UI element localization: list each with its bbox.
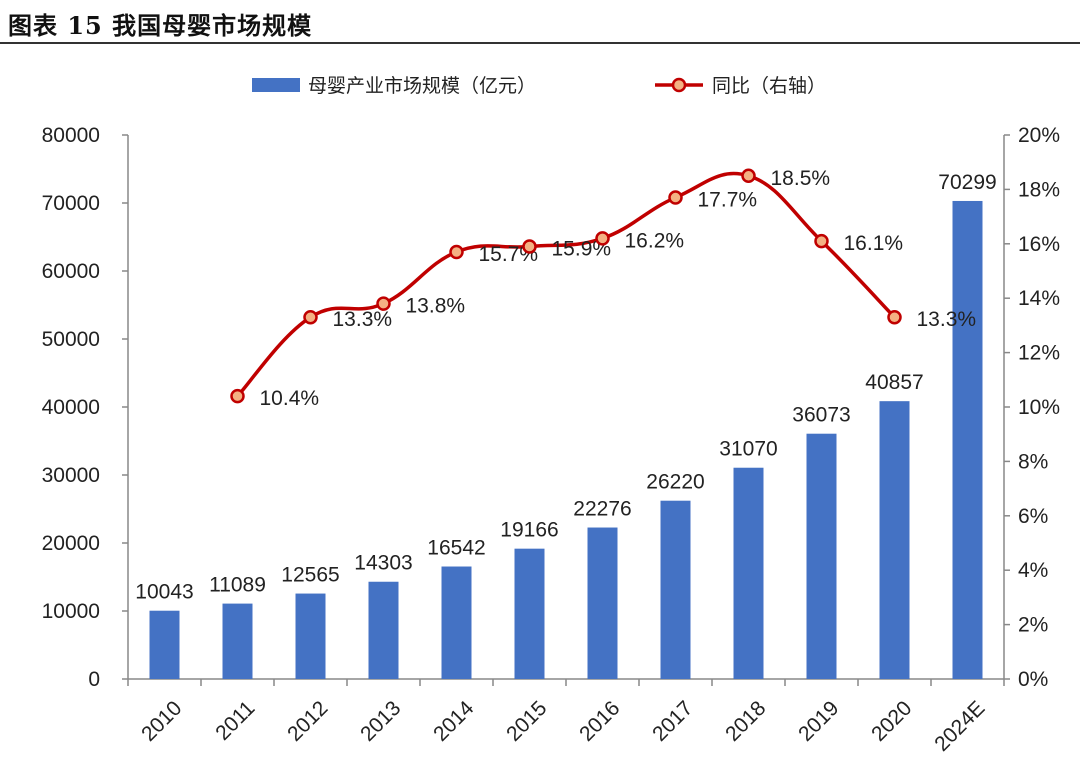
- x-tick-label: 2013: [356, 697, 405, 746]
- bar-value-label: 40857: [865, 371, 923, 394]
- legend-bar-label: 母婴产业市场规模（亿元）: [308, 75, 536, 97]
- yoy-value-label: 10.4%: [260, 387, 320, 410]
- bar-value-label: 12565: [281, 564, 339, 587]
- y-left-tick-label: 0: [88, 668, 100, 691]
- x-tick-label: 2018: [721, 697, 770, 746]
- y-left-tick-label: 70000: [42, 192, 100, 215]
- yoy-marker-2018: [741, 168, 756, 184]
- bar-2017: [660, 500, 691, 679]
- x-tick-label: 2017: [648, 697, 697, 746]
- y-left-tick-label: 40000: [42, 396, 100, 419]
- yoy-marker-2016: [595, 231, 610, 246]
- y-right-tick-label: 6%: [1018, 505, 1048, 528]
- y-right-tick-label: 4%: [1018, 559, 1048, 582]
- x-tick-label: 2015: [502, 697, 551, 746]
- bar-value-label: 14303: [354, 552, 412, 575]
- yoy-marker-2019: [814, 233, 829, 249]
- y-left-tick-label: 60000: [42, 260, 100, 283]
- figure-header: 图表 15 我国母婴市场规模: [0, 0, 1080, 44]
- y-right-tick-label: 18%: [1018, 178, 1060, 201]
- legend-bar-swatch: [252, 78, 300, 92]
- y-left-tick-label: 20000: [42, 532, 100, 555]
- bar-2014: [441, 566, 472, 679]
- legend-line-marker: [671, 77, 687, 93]
- bar-value-label: 70299: [938, 171, 996, 194]
- y-left-tick-label: 50000: [42, 328, 100, 351]
- yoy-marker-2011: [230, 388, 245, 404]
- bar-value-label: 31070: [719, 438, 777, 461]
- bar-2015: [514, 548, 545, 679]
- y-right-tick-label: 10%: [1018, 396, 1060, 419]
- yoy-value-label: 16.1%: [844, 232, 904, 255]
- bar-value-label: 11089: [209, 574, 266, 597]
- bar-value-label: 36073: [792, 404, 850, 427]
- bar-value-label: 10043: [135, 581, 193, 604]
- yoy-value-label: 16.2%: [625, 229, 685, 252]
- yoy-marker-2015: [522, 239, 537, 254]
- yoy-value-label: 17.7%: [698, 189, 758, 212]
- x-tick-label: 2010: [137, 697, 186, 746]
- legend-line-label: 同比（右轴）: [712, 75, 826, 97]
- yoy-marker-2017: [668, 190, 683, 205]
- x-tick-label: 2012: [283, 697, 332, 746]
- yoy-marker-2013: [376, 296, 391, 311]
- yoy-line: [236, 171, 896, 398]
- x-tick-label: 2014: [429, 696, 479, 746]
- y-right-tick-label: 2%: [1018, 614, 1048, 637]
- yoy-marker-2014: [449, 244, 464, 260]
- y-right-tick-label: 0%: [1018, 668, 1048, 691]
- x-tick-label: 2024E: [930, 697, 989, 756]
- bar-value-label: 26220: [646, 471, 704, 494]
- bar-value-label: 19166: [500, 519, 558, 542]
- y-left-tick-label: 80000: [42, 124, 100, 147]
- bar-2024E: [952, 200, 983, 679]
- bar-2019: [806, 433, 837, 679]
- bar-2016: [587, 527, 618, 679]
- yoy-value-label: 13.8%: [406, 295, 466, 318]
- bar-2011: [222, 603, 253, 679]
- y-right-tick-label: 16%: [1018, 233, 1060, 256]
- bar-2013: [368, 581, 399, 679]
- yoy-value-label: 15.9%: [552, 238, 612, 261]
- figure-title: 图表 15 我国母婴市场规模: [8, 11, 313, 40]
- yoy-value-label: 13.3%: [917, 308, 977, 331]
- bar-value-label: 22276: [573, 498, 631, 521]
- bar-2010: [149, 610, 180, 679]
- yoy-value-label: 18.5%: [771, 167, 831, 190]
- bar-2018: [733, 467, 764, 679]
- bar-2020: [879, 401, 910, 679]
- y-left-tick-label: 10000: [42, 600, 100, 623]
- yoy-value-label: 13.3%: [333, 308, 393, 331]
- header-divider: [0, 42, 1080, 44]
- y-left-tick-label: 30000: [42, 464, 100, 487]
- x-tick-label: 2019: [794, 697, 843, 746]
- x-tick-label: 2011: [211, 697, 259, 745]
- y-right-tick-label: 8%: [1018, 450, 1048, 473]
- yoy-marker-2020: [887, 309, 902, 325]
- y-right-tick-label: 20%: [1018, 124, 1060, 147]
- yoy-marker-2012: [303, 309, 318, 325]
- bar-value-label: 16542: [427, 537, 485, 560]
- y-right-tick-label: 14%: [1018, 287, 1060, 310]
- x-tick-label: 2016: [575, 697, 624, 746]
- x-tick-label: 2020: [867, 697, 916, 746]
- y-right-tick-label: 12%: [1018, 342, 1060, 365]
- bar-2012: [295, 593, 326, 679]
